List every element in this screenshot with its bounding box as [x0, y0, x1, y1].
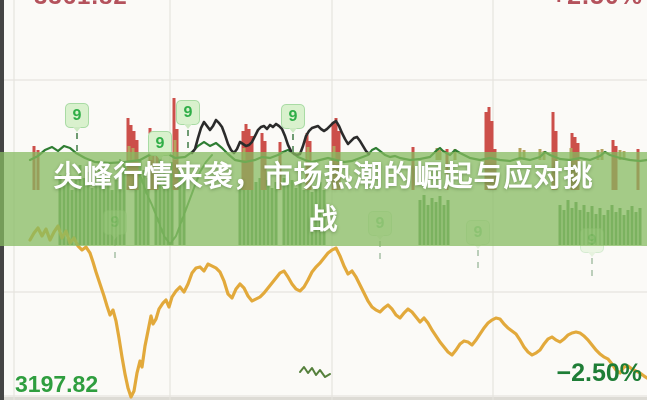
td9-badge-label: 9: [281, 104, 305, 129]
badge-dashed-connector: [76, 133, 78, 151]
badge-tail: [184, 124, 192, 129]
badge-tail: [588, 252, 596, 257]
axis-label-low-price: 3197.82: [15, 371, 99, 397]
td9-badge-label: 9: [176, 100, 200, 125]
badge-dashed-connector: [292, 134, 294, 152]
axis-label-high-price: 3361.82: [34, 0, 128, 11]
title-banner: 尖峰行情来袭，市场热潮的崛起与应对挑 战: [0, 152, 647, 246]
badge-tail: [289, 128, 297, 133]
badge-tail: [73, 127, 81, 132]
badge-dashed-connector: [187, 130, 189, 148]
red-volume-bar: [484, 112, 488, 190]
axis-label-high-percent: +2.50%: [552, 0, 644, 11]
td9-signal-badge: 9: [281, 104, 305, 152]
td9-signal-badge: 9: [176, 100, 200, 148]
badge-dashed-connector: [477, 250, 479, 268]
red-volume-bar: [487, 107, 491, 190]
tan-volume-bar: [173, 140, 177, 160]
axis-label-low-percent: −2.50%: [556, 359, 643, 387]
badge-tail: [474, 244, 482, 249]
badge-dashed-connector: [591, 258, 593, 276]
red-volume-bar: [551, 112, 555, 190]
banner-title-line1: 尖峰行情来袭，市场热潮的崛起与应对挑: [53, 161, 594, 193]
bottom-edge-border: [0, 397, 647, 400]
td9-signal-badge: 9: [65, 103, 89, 151]
badge-dashed-connector: [114, 240, 116, 258]
badge-dashed-connector: [379, 241, 381, 259]
td9-badge-label: 9: [65, 103, 89, 128]
yellow-index-line: [28, 224, 647, 399]
green-squiggle: [299, 366, 331, 378]
banner-title-line2: 战: [308, 204, 339, 236]
td9-badge-label: 9: [148, 131, 172, 156]
black-price-line: [190, 118, 371, 157]
